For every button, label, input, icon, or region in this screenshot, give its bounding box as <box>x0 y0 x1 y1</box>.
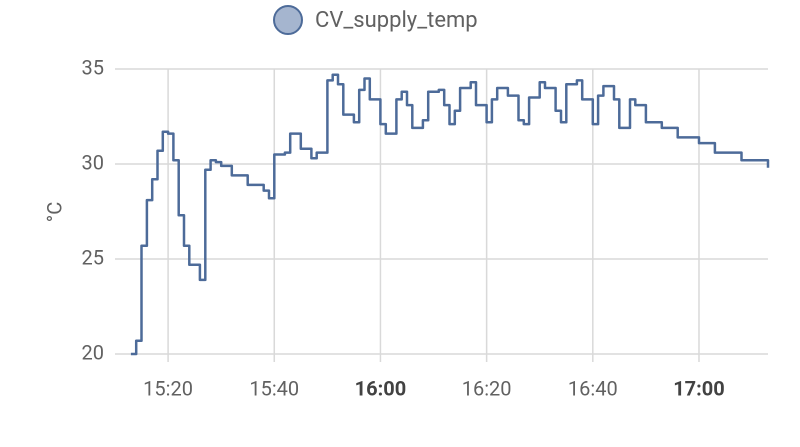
x-tick-label: 16:20 <box>462 376 512 400</box>
y-tick-label: 30 <box>82 150 104 174</box>
y-tick-label: 25 <box>82 245 104 269</box>
x-tick-label: 15:20 <box>143 376 193 400</box>
data-line <box>130 73 770 356</box>
x-tick-label: 15:40 <box>249 376 299 400</box>
legend-swatch[interactable] <box>273 5 303 35</box>
y-tick-label: 35 <box>82 55 104 79</box>
y-axis-label: °C <box>42 202 66 223</box>
x-tick-label: 17:00 <box>673 376 725 400</box>
y-tick-label: 20 <box>82 340 104 364</box>
legend-label[interactable]: CV_supply_temp <box>315 8 478 33</box>
x-tick-label: 16:00 <box>355 376 407 400</box>
x-tick-label: 16:40 <box>568 376 618 400</box>
